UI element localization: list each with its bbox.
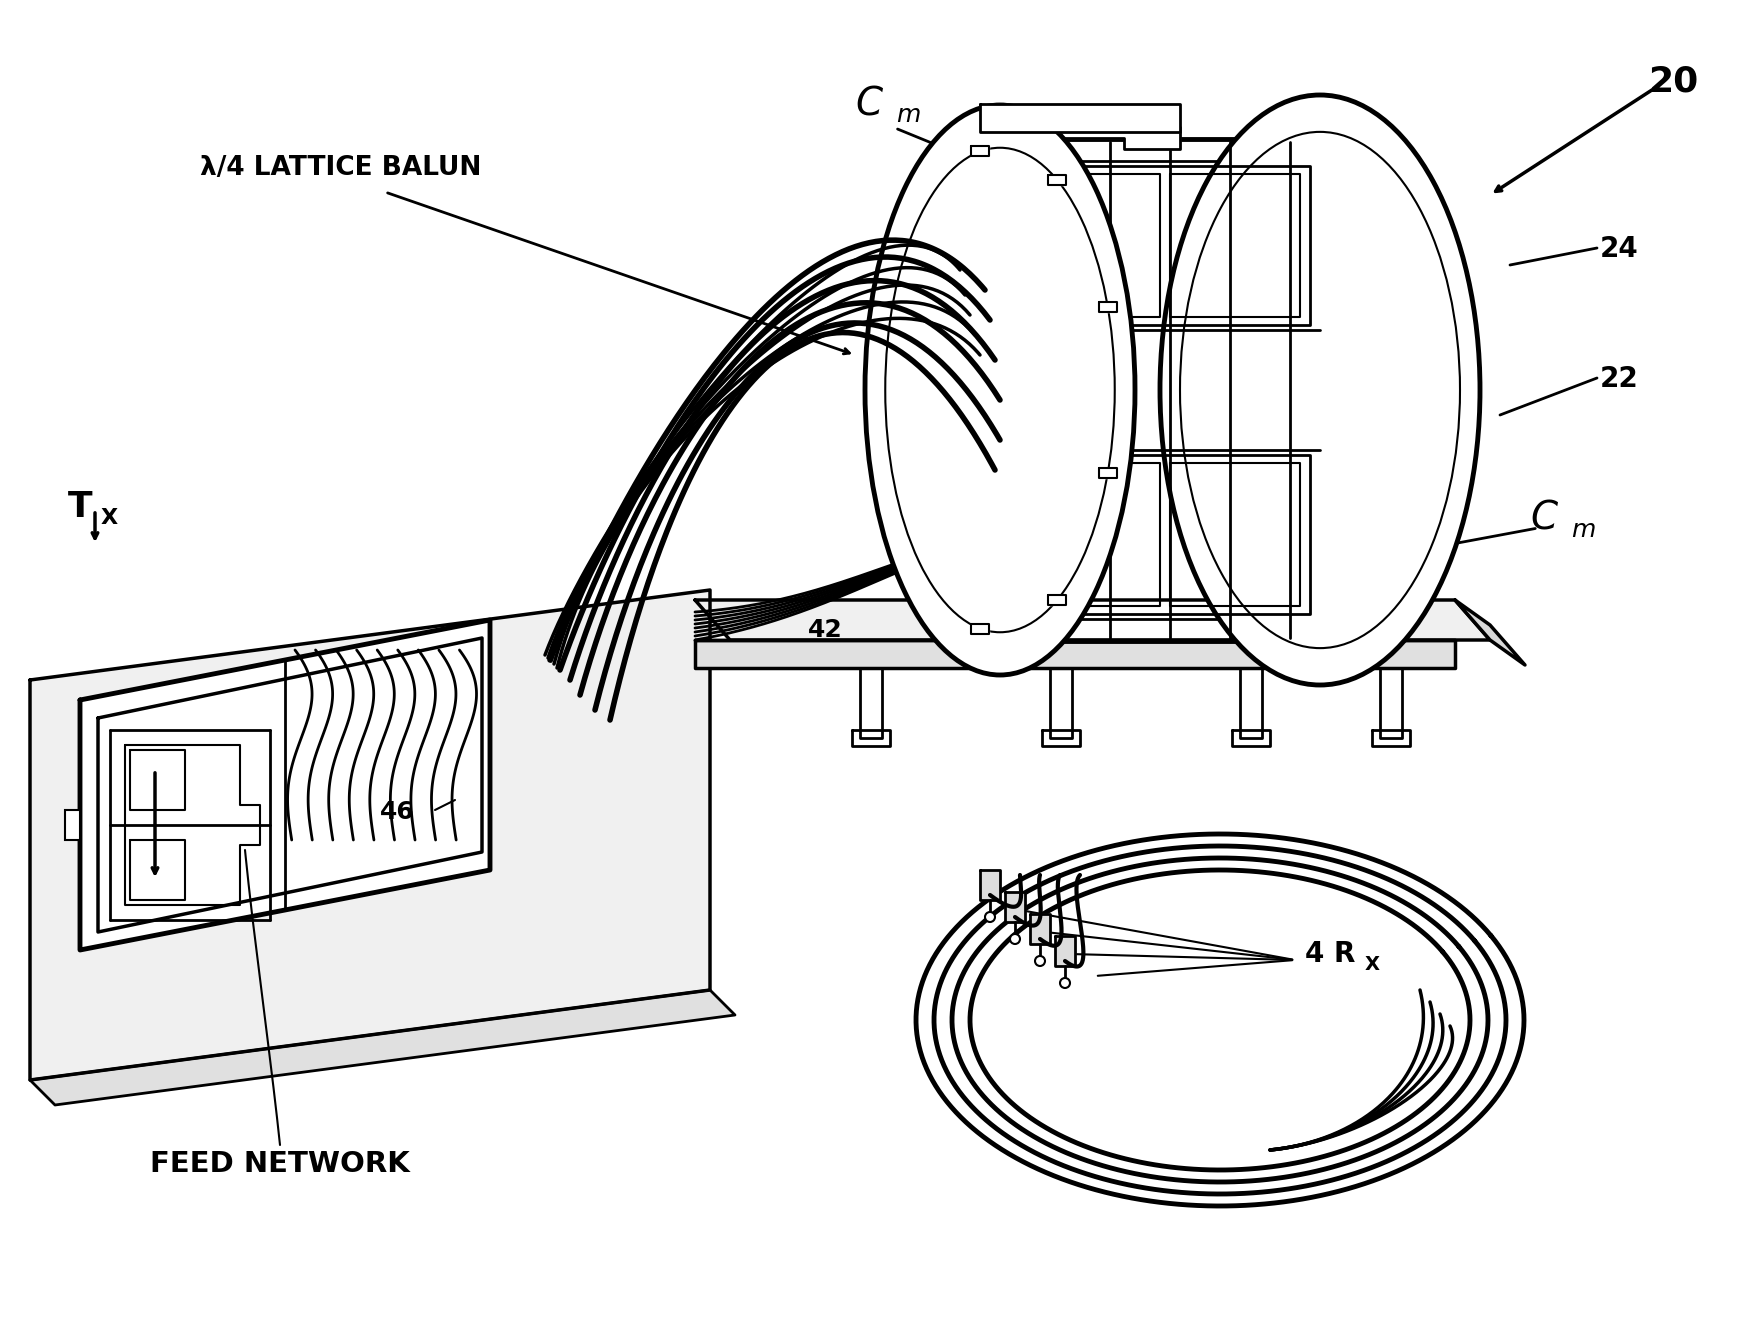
Polygon shape (1030, 914, 1051, 944)
Polygon shape (696, 640, 1454, 668)
Text: λ/4 LATTICE BALUN: λ/4 LATTICE BALUN (199, 154, 481, 181)
Circle shape (986, 912, 995, 922)
Text: 24: 24 (1599, 236, 1640, 264)
Text: 46: 46 (379, 800, 414, 824)
Ellipse shape (1161, 95, 1481, 685)
Text: X: X (101, 508, 119, 528)
Text: FEED NETWORK: FEED NETWORK (150, 1150, 409, 1178)
Polygon shape (1099, 469, 1117, 478)
Circle shape (1035, 956, 1045, 966)
Text: C: C (855, 85, 883, 122)
Polygon shape (1005, 892, 1024, 922)
Polygon shape (1056, 936, 1075, 966)
Polygon shape (1379, 668, 1402, 737)
Circle shape (1059, 978, 1070, 988)
Polygon shape (1372, 729, 1411, 745)
Text: 4 R: 4 R (1306, 940, 1355, 968)
Text: C: C (1530, 500, 1557, 538)
Circle shape (1010, 934, 1021, 944)
Polygon shape (1042, 729, 1080, 745)
Polygon shape (126, 745, 260, 905)
Polygon shape (1051, 668, 1072, 737)
Polygon shape (696, 600, 1489, 640)
Ellipse shape (865, 105, 1134, 675)
Text: m: m (1571, 518, 1596, 542)
Bar (65, 811, 80, 840)
Text: 20: 20 (1648, 65, 1699, 98)
Polygon shape (851, 729, 890, 745)
Text: 22: 22 (1599, 365, 1640, 393)
Polygon shape (80, 620, 489, 950)
Polygon shape (30, 590, 710, 1079)
Polygon shape (981, 128, 1180, 149)
Polygon shape (1000, 140, 1320, 640)
Polygon shape (1000, 120, 1161, 128)
Text: T: T (68, 490, 93, 524)
Polygon shape (1454, 600, 1524, 666)
Polygon shape (1099, 302, 1117, 313)
Text: X: X (1365, 956, 1379, 974)
Polygon shape (972, 623, 989, 634)
Polygon shape (1049, 595, 1066, 604)
Polygon shape (972, 146, 989, 157)
Text: 42: 42 (808, 618, 843, 642)
Polygon shape (1232, 729, 1271, 745)
Polygon shape (1239, 668, 1262, 737)
Polygon shape (30, 990, 734, 1105)
Polygon shape (981, 870, 1000, 900)
Polygon shape (860, 668, 883, 737)
Polygon shape (981, 104, 1180, 132)
Text: m: m (897, 102, 921, 126)
Polygon shape (1049, 176, 1066, 185)
